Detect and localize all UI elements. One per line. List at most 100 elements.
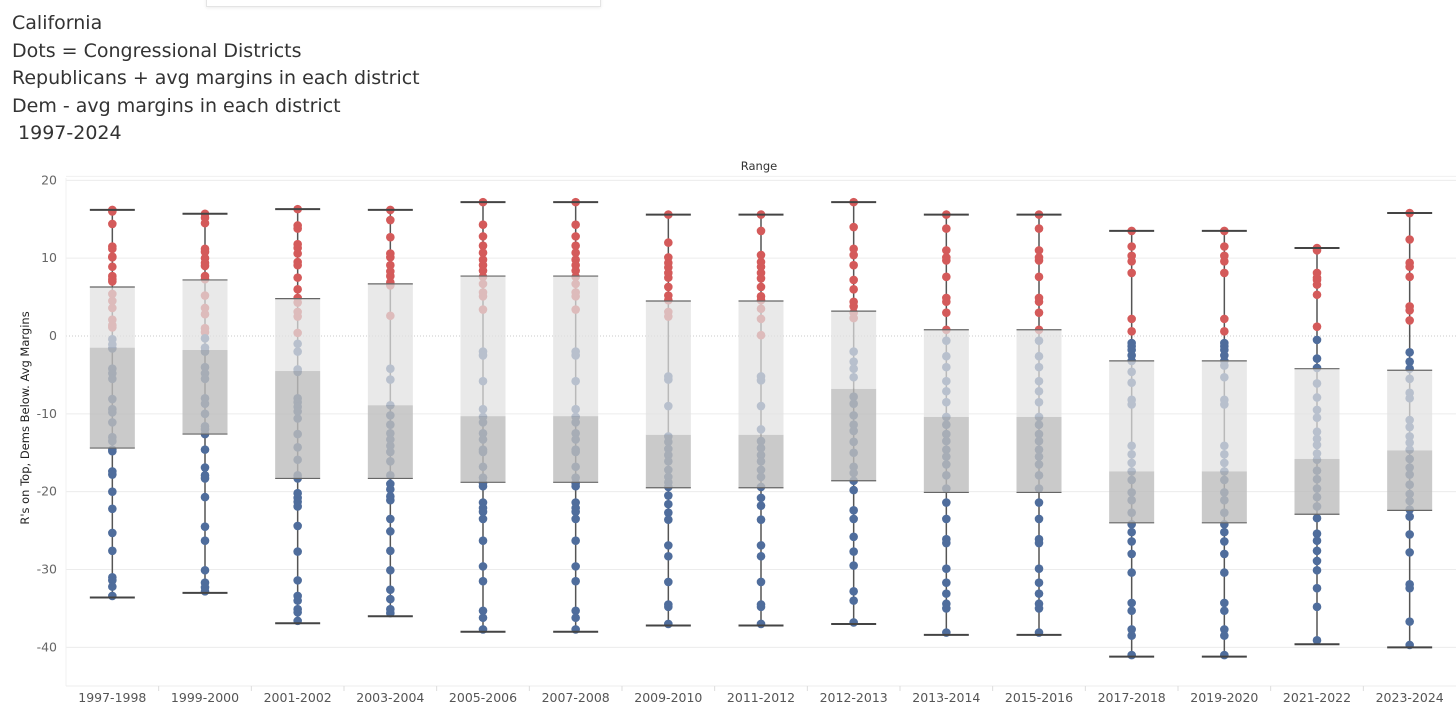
- district-dot-rep: [849, 244, 858, 254]
- district-dot-dem: [200, 565, 210, 575]
- district-dot-rep: [571, 220, 580, 230]
- district-dot-rep: [108, 253, 117, 262]
- district-dot-dem: [1127, 650, 1136, 660]
- box-upper: [831, 311, 877, 389]
- x-tick-label: 2011-2012: [727, 690, 795, 705]
- district-dot-dem: [478, 576, 488, 586]
- district-dot-dem: [108, 446, 117, 456]
- box-lower: [1387, 450, 1433, 511]
- box-upper: [460, 276, 506, 417]
- district-dot-dem: [1127, 631, 1136, 640]
- district-dot-dem: [108, 546, 117, 556]
- district-dot-dem: [478, 606, 488, 616]
- district-dot-dem: [1127, 549, 1136, 559]
- district-dot-rep: [478, 248, 488, 258]
- district-dot-rep: [293, 249, 302, 258]
- y-tick-label: -40: [37, 639, 57, 654]
- district-dot-rep: [386, 260, 395, 270]
- district-dot-dem: [1220, 537, 1229, 546]
- district-dot-rep: [1405, 316, 1414, 325]
- district-dot-dem: [664, 577, 673, 587]
- district-dot-dem: [571, 606, 580, 616]
- box-lower: [738, 434, 784, 488]
- district-dot-rep: [1127, 242, 1136, 251]
- y-tick-label: 0: [49, 328, 57, 343]
- x-tick-label: 2001-2002: [264, 690, 332, 705]
- district-dot-rep: [1034, 224, 1044, 233]
- district-dot-rep: [1034, 256, 1044, 265]
- district-dot-rep: [108, 207, 117, 216]
- box-upper: [1201, 360, 1247, 472]
- district-dot-dem: [293, 502, 302, 511]
- district-dot-dem: [1220, 568, 1229, 577]
- box-lower: [182, 350, 228, 435]
- x-tick-label: 2017-2018: [1098, 690, 1166, 705]
- district-dot-rep: [849, 285, 858, 294]
- district-dot-rep: [942, 297, 951, 307]
- district-dot-rep: [1405, 262, 1414, 272]
- box-upper: [1016, 329, 1062, 417]
- district-dot-dem: [942, 514, 951, 524]
- district-dot-dem: [200, 474, 210, 483]
- district-dot-dem: [1312, 565, 1322, 575]
- district-dot-dem: [386, 565, 395, 575]
- district-dot-dem: [478, 536, 488, 545]
- district-dot-dem: [1127, 625, 1136, 634]
- box-upper: [89, 286, 135, 348]
- y-tick-label: 20: [41, 172, 57, 187]
- district-dot-rep: [942, 272, 951, 282]
- district-dot-dem: [293, 547, 302, 556]
- box-lower: [1109, 471, 1155, 523]
- district-dot-rep: [108, 277, 117, 286]
- district-dot-rep: [571, 248, 580, 258]
- district-dot-dem: [849, 547, 858, 556]
- district-dot-dem: [1034, 538, 1044, 548]
- box-upper: [738, 300, 784, 435]
- y-tick-label: -20: [37, 484, 57, 499]
- district-dot-rep: [942, 246, 951, 255]
- x-tick-label: 1997-1998: [78, 690, 146, 705]
- district-dot-dem: [1312, 513, 1322, 523]
- x-tick-label: 2023-2024: [1376, 690, 1444, 705]
- box-lower: [367, 405, 413, 479]
- district-dot-dem: [849, 561, 858, 570]
- district-dot-rep: [664, 238, 673, 247]
- x-tick-label: 1999-2000: [171, 690, 239, 705]
- district-dot-dem: [478, 613, 488, 623]
- y-tick-label: -30: [37, 561, 57, 576]
- district-dot-rep: [571, 241, 580, 251]
- box-upper: [182, 279, 228, 351]
- district-dot-dem: [1034, 564, 1044, 574]
- district-dot-dem: [108, 528, 117, 538]
- district-dot-dem: [849, 514, 858, 524]
- district-dot-dem: [293, 596, 302, 605]
- district-dot-rep: [108, 262, 117, 272]
- district-dot-rep: [756, 250, 766, 260]
- x-tick-label: 2013-2014: [912, 690, 980, 705]
- box-lower: [89, 347, 135, 449]
- x-tick-label: 2005-2006: [449, 690, 517, 705]
- district-dot-dem: [478, 507, 488, 517]
- district-dot-dem: [1220, 549, 1229, 559]
- district-dot-dem: [664, 602, 673, 612]
- district-dot-dem: [200, 536, 210, 545]
- district-dot-rep: [1220, 314, 1229, 324]
- district-dot-dem: [1405, 583, 1414, 593]
- box-lower: [645, 434, 691, 488]
- district-dot-dem: [1127, 598, 1136, 608]
- district-dot-dem: [1312, 636, 1322, 645]
- district-dot-rep: [200, 261, 210, 271]
- district-dot-rep: [293, 260, 302, 270]
- district-dot-dem: [1127, 568, 1136, 577]
- district-dot-rep: [849, 275, 858, 285]
- district-dot-rep: [1127, 268, 1136, 278]
- caption-line: 1997-2024: [12, 122, 122, 144]
- box-lower: [1294, 458, 1340, 515]
- district-dot-rep: [849, 250, 858, 260]
- district-dot-rep: [756, 262, 766, 272]
- district-dot-dem: [942, 604, 951, 613]
- district-dot-dem: [849, 596, 858, 605]
- district-dot-dem: [849, 586, 858, 596]
- district-dot-rep: [293, 285, 302, 294]
